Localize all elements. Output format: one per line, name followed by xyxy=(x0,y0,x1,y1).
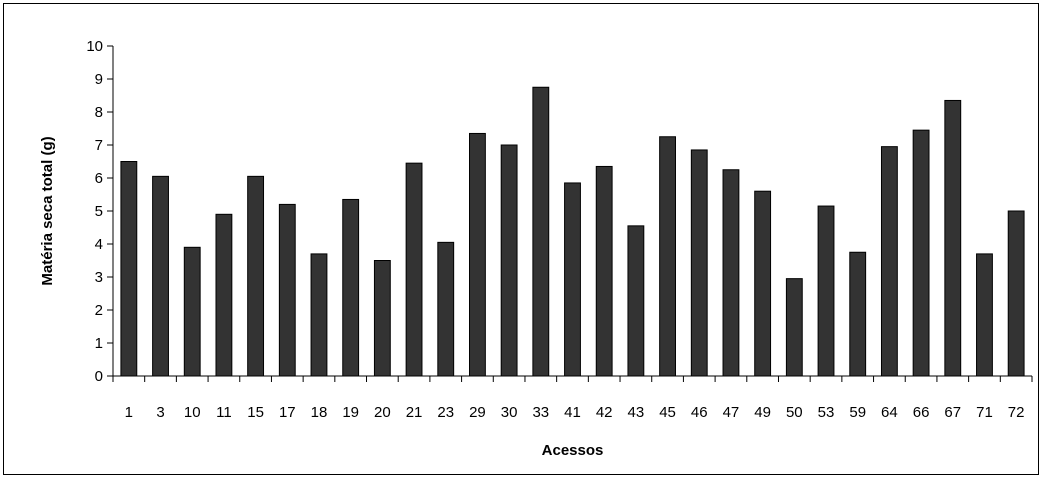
y-tick-label: 1 xyxy=(95,335,103,352)
x-tick-label: 23 xyxy=(437,404,454,421)
y-tick-label: 0 xyxy=(95,368,103,385)
y-tick-label: 6 xyxy=(95,170,103,187)
y-tick-label: 10 xyxy=(86,38,103,55)
bar-30 xyxy=(500,144,518,377)
x-tick-label: 45 xyxy=(659,404,676,421)
x-tick-label: 18 xyxy=(311,404,328,421)
bar-15 xyxy=(247,175,265,377)
x-tick-label: 43 xyxy=(628,404,645,421)
y-tick-label: 8 xyxy=(95,104,103,121)
x-tick-label: 17 xyxy=(279,404,296,421)
bar-66 xyxy=(912,129,930,377)
x-axis-title: Acessos xyxy=(542,442,604,459)
x-tick-label: 41 xyxy=(564,404,581,421)
bar-18 xyxy=(310,253,328,377)
x-tick-label: 3 xyxy=(156,404,164,421)
bar-67 xyxy=(944,99,962,377)
bar-1 xyxy=(120,161,138,377)
bar-21 xyxy=(405,162,423,377)
bar-19 xyxy=(342,198,360,377)
y-axis-ticks: 0 1 2 3 4 5 6 7 8 9 10 xyxy=(86,38,113,385)
bar-53 xyxy=(817,205,835,377)
bar-42 xyxy=(595,165,613,377)
x-tick-label: 30 xyxy=(501,404,518,421)
x-tick-label: 19 xyxy=(342,404,359,421)
bars xyxy=(120,86,1025,377)
x-tick-label: 64 xyxy=(881,404,898,421)
bar-59 xyxy=(849,251,867,377)
bar-29 xyxy=(469,132,486,377)
x-tick-label: 10 xyxy=(184,404,201,421)
bar-41 xyxy=(564,182,581,377)
x-tick-label: 21 xyxy=(406,404,423,421)
chart-frame xyxy=(3,3,1039,475)
bar-49 xyxy=(754,190,772,377)
x-tick-label: 15 xyxy=(247,404,264,421)
x-tick-label: 49 xyxy=(754,404,771,421)
x-tick-label: 47 xyxy=(723,404,740,421)
x-tick-label: 53 xyxy=(818,404,835,421)
y-tick-label: 3 xyxy=(95,269,103,286)
bar-45 xyxy=(659,136,676,377)
y-tick-label: 9 xyxy=(95,71,103,88)
x-tick-label: 59 xyxy=(849,404,866,421)
y-tick-label: 7 xyxy=(95,137,103,154)
bar-47 xyxy=(722,169,740,377)
x-tick-label: 42 xyxy=(596,404,613,421)
bar-33 xyxy=(532,86,550,377)
x-axis-ticks: 1 3 10 11 15 17 18 19 20 21 23 29 30 33 41 42 43 45 46 47 49… xyxy=(112,376,1033,421)
bar-23 xyxy=(437,241,455,377)
x-tick-label: 46 xyxy=(691,404,708,421)
bar-20 xyxy=(373,260,391,377)
y-axis-title: Matéria seca total (g) xyxy=(39,136,56,285)
x-tick-label: 20 xyxy=(374,404,391,421)
x-tick-label: 67 xyxy=(944,404,961,421)
x-tick-label: 66 xyxy=(913,404,930,421)
x-tick-label: 72 xyxy=(1008,404,1025,421)
x-tick-label: 11 xyxy=(216,404,232,421)
y-tick-label: 2 xyxy=(95,302,103,319)
bar-43 xyxy=(627,225,645,377)
y-tick-label: 4 xyxy=(95,236,103,253)
bar-72 xyxy=(1007,210,1025,377)
bar-10 xyxy=(183,246,201,377)
bar-3 xyxy=(152,175,169,377)
bar-11 xyxy=(215,213,233,377)
bar-46 xyxy=(690,149,708,377)
x-tick-label: 29 xyxy=(469,404,486,421)
x-tick-label: 1 xyxy=(125,404,133,421)
y-tick-label: 5 xyxy=(95,203,103,220)
bar-71 xyxy=(976,253,993,377)
x-tick-label: 33 xyxy=(532,404,549,421)
x-tick-label: 71 xyxy=(976,404,993,421)
x-tick-label: 50 xyxy=(786,404,803,421)
bar-64 xyxy=(880,146,898,377)
bar-17 xyxy=(278,203,296,377)
bar-50 xyxy=(785,278,803,377)
